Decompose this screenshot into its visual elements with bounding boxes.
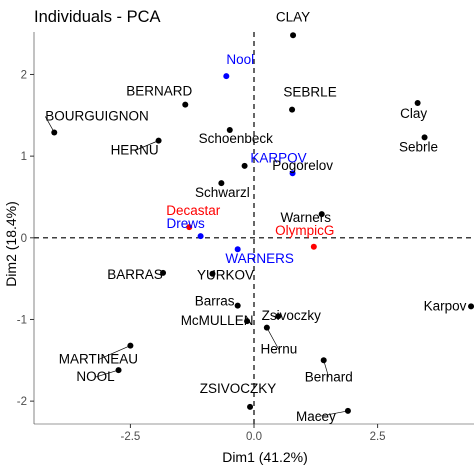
- x-tick-label: -2.5: [120, 431, 140, 443]
- plot-area: CLAY Nool BERNARD SEBRLE BOURGUIGNON Schoenbe…: [34, 9, 474, 424]
- data-point: [51, 129, 58, 136]
- data-point: [263, 324, 270, 331]
- point-label: Nool: [226, 52, 254, 67]
- point-label: Schwarzl: [195, 185, 250, 200]
- y-tick-label: -2: [17, 396, 27, 408]
- point-label: Barras: [195, 294, 235, 309]
- data-point: [160, 269, 167, 276]
- point-leader-line: [44, 116, 55, 133]
- data-point: [223, 73, 230, 80]
- data-point: [290, 32, 297, 39]
- y-tick-label: 1: [21, 151, 27, 163]
- point-label: MARTINEAU: [59, 352, 138, 367]
- data-point: [155, 137, 162, 144]
- data-point: [275, 313, 282, 320]
- data-point: [115, 367, 122, 374]
- data-point: [421, 134, 428, 141]
- data-point: [234, 246, 241, 253]
- point-label: NOOL: [76, 369, 115, 384]
- point-label: ZSIVOCZKY: [200, 381, 277, 396]
- y-axis-title: Dim2 (18.4%): [3, 201, 19, 287]
- point-label: BARRAS: [107, 267, 163, 282]
- data-point: [289, 170, 296, 177]
- point-label: BOURGUIGNON: [45, 108, 149, 123]
- point-label: Pogorelov: [272, 158, 333, 173]
- data-point: [182, 101, 189, 108]
- data-point: [244, 318, 251, 325]
- point-label: Schoenbeck: [199, 131, 274, 146]
- point-label: YURKOV: [197, 268, 254, 283]
- point-label: KARPOV: [250, 150, 306, 165]
- point-label: McMULLEN: [181, 313, 254, 328]
- y-tick-label: 2: [21, 69, 27, 81]
- data-point: [247, 403, 254, 410]
- point-label: CLAY: [276, 9, 310, 24]
- point-label: Clay: [400, 106, 427, 121]
- point-leader-line: [98, 345, 131, 360]
- data-point: [127, 342, 134, 349]
- data-point: [209, 270, 216, 277]
- data-point: [468, 303, 474, 310]
- y-tick-label: -1: [17, 314, 27, 326]
- data-point: [289, 106, 296, 113]
- point-label: BERNARD: [126, 84, 192, 99]
- point-label: Macey: [296, 409, 336, 424]
- data-point: [226, 127, 233, 133]
- point-label: Karpov: [424, 298, 467, 313]
- point-label: Zsivoczky: [262, 308, 322, 323]
- data-point: [197, 233, 204, 240]
- point-leader-line: [266, 327, 280, 350]
- data-point: [318, 211, 325, 218]
- point-label: Decastar: [166, 203, 221, 218]
- x-axis-title: Dim1 (41.2%): [222, 449, 308, 465]
- point-label: Hernu: [260, 342, 297, 357]
- data-point: [414, 100, 421, 107]
- data-point: [218, 180, 225, 187]
- point-label: HERNU: [111, 143, 159, 158]
- point-label: Warners: [280, 210, 331, 225]
- point-label: OlympicG: [275, 223, 334, 238]
- x-tick-label: 0.0: [246, 431, 262, 443]
- point-label: SEBRLE: [283, 85, 336, 100]
- axes: -2.5 0.0 2.5 -2 -1 0 1 2: [17, 32, 474, 443]
- chart-title: Individuals - PCA: [34, 8, 161, 26]
- x-tick-label: 2.5: [370, 431, 386, 443]
- data-point: [186, 224, 193, 231]
- point-label: Drews: [166, 216, 205, 231]
- point-label: WARNERS: [225, 251, 294, 266]
- data-point: [241, 162, 248, 169]
- data-point: [310, 243, 317, 250]
- data-point: [234, 302, 241, 309]
- data-point: [320, 357, 327, 364]
- point-label: Sebrle: [399, 139, 438, 154]
- point-leader-line: [315, 410, 348, 418]
- point-leader-line: [134, 140, 159, 151]
- point-label: Bernard: [305, 369, 353, 384]
- data-point: [344, 407, 351, 414]
- y-tick-label: 0: [21, 233, 27, 245]
- point-leader-line: [95, 369, 119, 378]
